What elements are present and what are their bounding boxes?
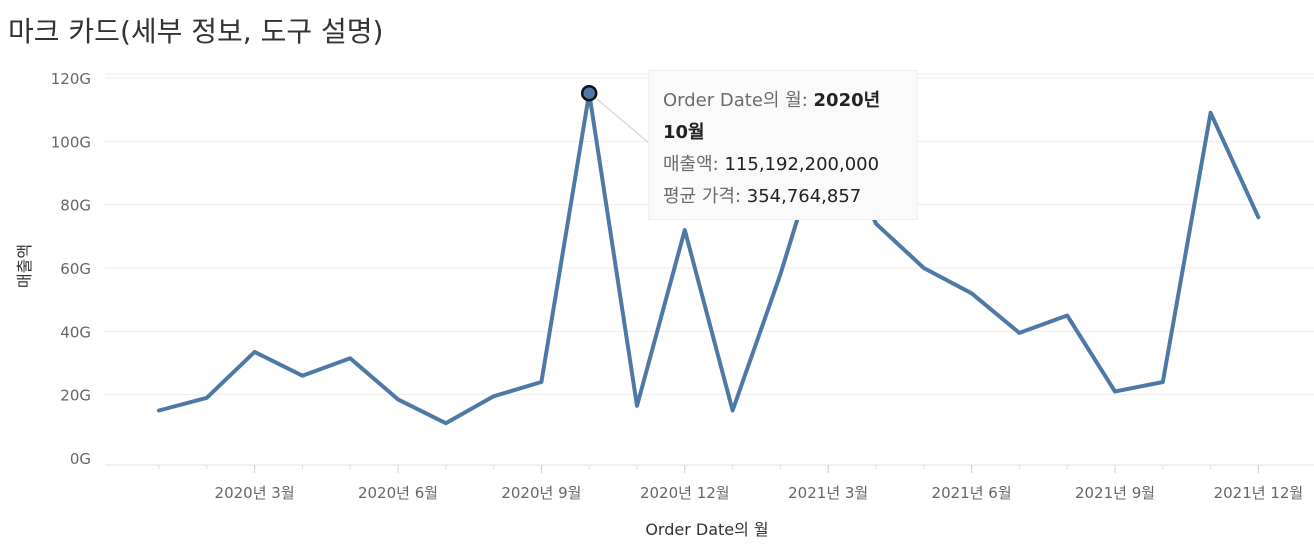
x-axis-title: Order Date의 월 bbox=[645, 520, 768, 539]
data-point[interactable] bbox=[347, 355, 353, 361]
x-tick-label: 2020년 6월 bbox=[358, 484, 438, 502]
data-point[interactable] bbox=[873, 221, 879, 227]
tooltip-date-value-year: 2020년 bbox=[813, 90, 881, 111]
data-point[interactable] bbox=[777, 271, 783, 277]
data-point[interactable] bbox=[969, 290, 975, 296]
data-point[interactable] bbox=[1208, 110, 1214, 116]
data-point[interactable] bbox=[1016, 330, 1022, 336]
data-point[interactable] bbox=[491, 393, 497, 399]
y-tick-label: 80G bbox=[60, 197, 91, 215]
highlighted-point[interactable] bbox=[580, 84, 598, 102]
tooltip-row-date: Order Date의 월: 2020년 bbox=[663, 85, 903, 117]
x-tick-label: 2021년 3월 bbox=[788, 484, 868, 502]
x-tick-label: 2021년 9월 bbox=[1075, 484, 1155, 502]
y-tick-label: 40G bbox=[60, 323, 91, 341]
data-point[interactable] bbox=[1255, 214, 1261, 220]
tooltip-row-sales: 매출액: 115,192,200,000 bbox=[663, 149, 903, 181]
data-point[interactable] bbox=[156, 408, 162, 414]
tooltip-price-value: 354,764,857 bbox=[746, 186, 862, 207]
tooltip-date-value-month: 10월 bbox=[663, 122, 705, 143]
data-point[interactable] bbox=[921, 265, 927, 271]
y-tick-label: 120G bbox=[51, 70, 91, 88]
y-tick-label: 0G bbox=[70, 450, 91, 468]
data-point[interactable] bbox=[634, 403, 640, 409]
x-tick-label: 2021년 6월 bbox=[932, 484, 1012, 502]
data-point[interactable] bbox=[443, 420, 449, 426]
data-point[interactable] bbox=[1160, 379, 1166, 385]
points-layer bbox=[156, 84, 1261, 426]
series-layer bbox=[157, 91, 1261, 426]
data-point[interactable] bbox=[204, 395, 210, 401]
tooltip-row-date-cont: 10월 bbox=[663, 117, 903, 149]
series-line bbox=[157, 91, 1261, 426]
page-title: 마크 카드(세부 정보, 도구 설명) bbox=[8, 15, 384, 48]
axes: 0G 20G 40G 60G 80G 100G 120G 2020년 3월 2020년 6월 20… bbox=[51, 70, 1314, 502]
x-tick-label: 2020년 9월 bbox=[501, 484, 581, 502]
y-tick-label: 20G bbox=[60, 387, 91, 405]
data-point[interactable] bbox=[395, 396, 401, 402]
x-tick-label: 2021년 12월 bbox=[1214, 484, 1304, 502]
tooltip-connector bbox=[596, 98, 651, 145]
y-axis-title: 매출액 bbox=[15, 244, 34, 288]
data-point[interactable] bbox=[299, 373, 305, 379]
x-tick-label: 2020년 12월 bbox=[640, 484, 730, 502]
y-tick-label: 100G bbox=[51, 133, 91, 151]
tooltip-price-label: 평균 가격: bbox=[663, 186, 747, 207]
tooltip-sales-value: 115,192,200,000 bbox=[724, 154, 880, 175]
data-point[interactable] bbox=[252, 349, 258, 355]
data-point[interactable] bbox=[730, 408, 736, 414]
tooltip-date-label: Order Date의 월: bbox=[663, 90, 814, 111]
data-point[interactable] bbox=[1064, 313, 1070, 319]
tooltip-row-price: 평균 가격: 354,764,857 bbox=[663, 181, 903, 213]
y-tick-label: 60G bbox=[60, 260, 91, 278]
data-point[interactable] bbox=[682, 227, 688, 233]
tooltip: Order Date의 월: 2020년 10월 매출액: 115,192,20… bbox=[648, 70, 918, 220]
data-point[interactable] bbox=[1112, 389, 1118, 395]
tooltip-sales-label: 매출액: bbox=[663, 154, 725, 175]
x-tick-label: 2020년 3월 bbox=[215, 484, 295, 502]
data-point[interactable] bbox=[538, 379, 544, 385]
